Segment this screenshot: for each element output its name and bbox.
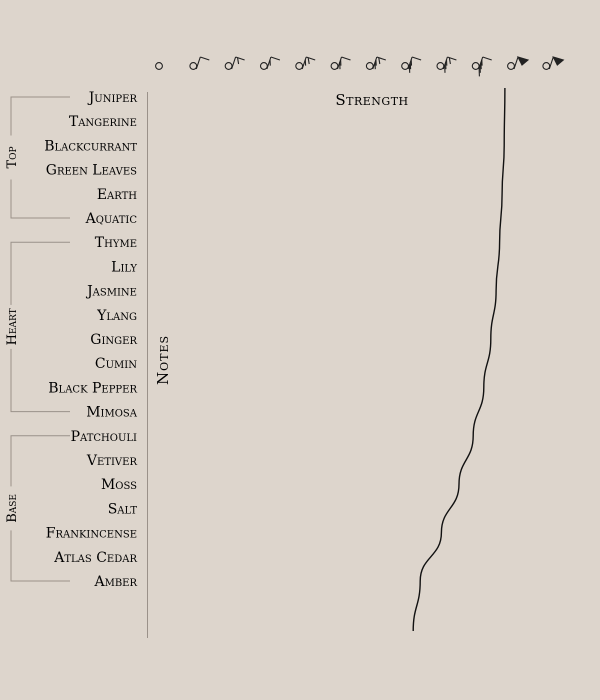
note-label: Green Leaves: [46, 163, 137, 179]
group-label-bg: [3, 135, 19, 180]
note-label: Vetiver: [86, 453, 138, 469]
y-axis-label: Notes: [154, 335, 172, 385]
strength-curve: [412, 87, 506, 632]
note-label: Tangerine: [69, 114, 137, 130]
strength-symbol: [259, 56, 281, 70]
group-label: Heart: [5, 308, 20, 345]
note-label: Moss: [101, 477, 137, 493]
strength-symbol: [507, 56, 530, 70]
note-label: Blackcurrant: [44, 138, 137, 154]
group-label: Base: [5, 494, 20, 523]
strength-symbol: [471, 56, 492, 77]
note-label: Ylang: [96, 308, 137, 324]
strength-symbol: [155, 62, 163, 70]
strength-symbol: [436, 56, 457, 73]
note-label: Earth: [97, 187, 137, 203]
note-label: Mimosa: [86, 405, 138, 421]
strength-symbol: [330, 56, 351, 70]
note-label: Lily: [111, 259, 137, 275]
note-label: Amber: [93, 574, 137, 590]
note-label: Patchouli: [71, 429, 137, 445]
note-labels: Juniper Tangerine Blackcurrant Green Leaves…: [44, 90, 138, 590]
strength-symbol: [401, 56, 422, 73]
note-label: Salt: [108, 501, 138, 517]
group-label-bg: [3, 304, 19, 349]
note-label: Frankincense: [46, 526, 137, 542]
group-brackets: Top Heart Base: [3, 96, 70, 582]
note-label: Thyme: [95, 235, 137, 251]
note-label: Aquatic: [85, 211, 138, 227]
strength-symbols: [155, 56, 565, 77]
group-label-bg: [3, 486, 19, 531]
note-label: Jasmine: [85, 284, 137, 300]
group-label: Top: [5, 146, 20, 168]
strength-symbol: [295, 56, 316, 70]
note-label: Cumin: [95, 356, 137, 372]
note-label: Ginger: [90, 332, 137, 348]
strength-symbol: [542, 56, 565, 70]
x-axis-label: Strength: [335, 91, 408, 109]
strength-symbol: [189, 56, 210, 70]
strength-symbol: [224, 56, 245, 70]
strength-symbol: [365, 56, 386, 70]
note-label: Atlas Cedar: [53, 550, 137, 566]
note-label: Black Pepper: [48, 380, 137, 396]
note-label: Juniper: [87, 90, 138, 106]
